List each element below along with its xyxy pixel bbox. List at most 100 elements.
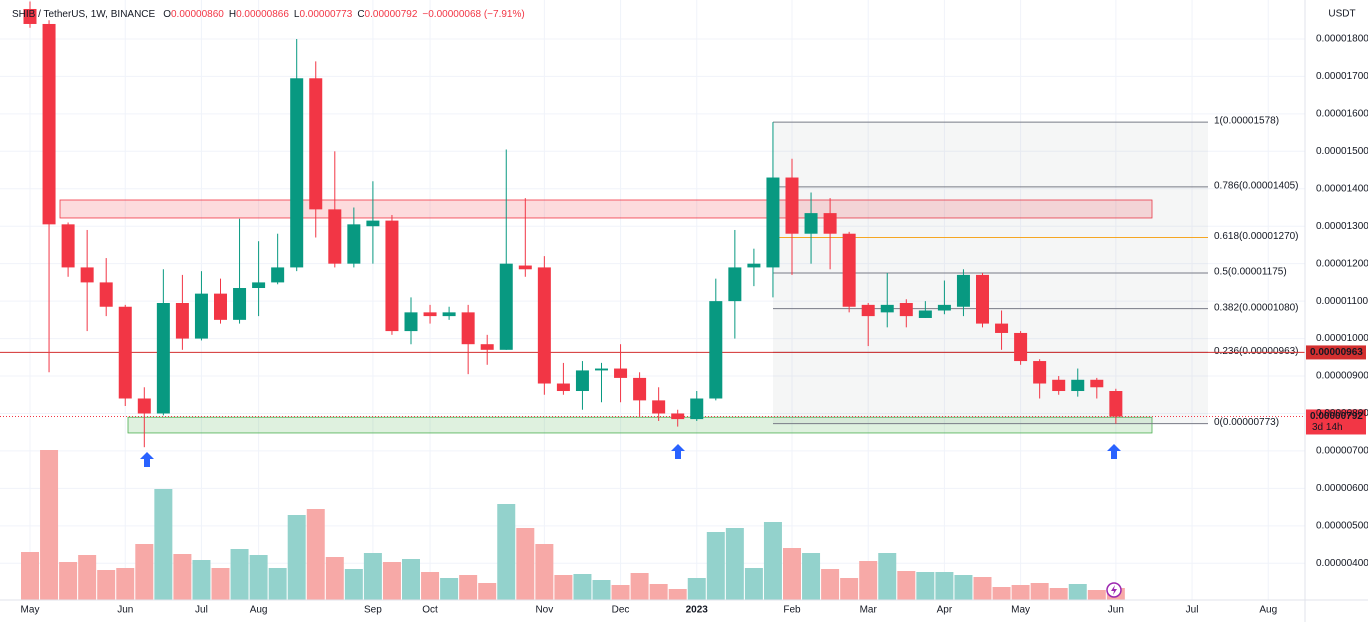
volume-bar bbox=[344, 569, 363, 600]
x-tick-label: Jun bbox=[1108, 605, 1124, 616]
candle-body bbox=[1033, 361, 1047, 384]
candle-body bbox=[118, 306, 132, 399]
x-tick-label: 2023 bbox=[686, 605, 709, 616]
volume-bar bbox=[535, 544, 554, 600]
candle-body bbox=[747, 263, 761, 268]
x-tick-label: Nov bbox=[535, 605, 553, 616]
candle-body bbox=[537, 267, 551, 384]
candle-body bbox=[918, 310, 932, 318]
y-tick-label: 0.00001500 bbox=[1316, 146, 1368, 157]
candle-body bbox=[995, 323, 1009, 333]
volume-bar bbox=[21, 552, 39, 600]
y-tick-label: 0.00001800 bbox=[1316, 34, 1368, 45]
axes: 0.00000400 0.00000500 0.00000600 0.00000700… bbox=[21, 34, 1368, 616]
volume-bar bbox=[649, 584, 668, 600]
price-tag bbox=[1306, 409, 1366, 435]
volume-bar bbox=[516, 528, 535, 600]
y-tick-label: 0.00001600 bbox=[1316, 108, 1368, 119]
volume-bar bbox=[706, 532, 725, 600]
x-tick-label: Aug bbox=[1259, 605, 1277, 616]
candle-body bbox=[1109, 391, 1123, 417]
volume-bar bbox=[268, 568, 287, 600]
candle-body bbox=[709, 301, 723, 399]
volume-bar bbox=[78, 555, 97, 600]
volume-bar bbox=[230, 549, 249, 600]
volume-bar bbox=[440, 578, 459, 600]
x-tick-label: Sep bbox=[364, 605, 382, 616]
x-tick-label: May bbox=[21, 605, 40, 616]
candle-body bbox=[214, 293, 227, 320]
volume-bar bbox=[573, 574, 592, 600]
volume-bar bbox=[611, 585, 630, 600]
volume-bar bbox=[192, 560, 211, 600]
ohlc-key: C bbox=[357, 9, 364, 20]
ohlc-key: H bbox=[229, 9, 236, 20]
candle-body bbox=[252, 282, 266, 289]
fib-label: 0.5(0.00001175) bbox=[1214, 267, 1287, 278]
y-tick-label: 0.00000500 bbox=[1316, 520, 1368, 531]
arrows bbox=[140, 444, 1121, 467]
price-tag-label: 0.00000792 bbox=[1310, 411, 1363, 422]
y-tick-label: 0.00000800 bbox=[1316, 408, 1368, 419]
symbol: SHIB / TetherUS, 1W, BINANCE bbox=[12, 9, 156, 20]
candle-body bbox=[575, 370, 589, 392]
y-tick-label: 0.00001200 bbox=[1316, 258, 1368, 269]
volume-bar bbox=[783, 548, 801, 600]
volume-bar bbox=[306, 509, 325, 600]
volume-bar bbox=[840, 578, 859, 600]
volume-bar bbox=[363, 553, 382, 600]
y-tick-label: 0.00000400 bbox=[1316, 558, 1368, 569]
volume-bar bbox=[1049, 588, 1068, 600]
candle-body bbox=[1071, 379, 1085, 392]
candle-body bbox=[233, 288, 247, 320]
candle-body bbox=[99, 282, 113, 307]
volume-bar bbox=[630, 573, 649, 600]
candle-body bbox=[385, 220, 399, 332]
candle-body bbox=[728, 267, 742, 302]
volume-bar bbox=[40, 450, 59, 600]
volume-bar bbox=[382, 562, 401, 600]
candle-body bbox=[80, 267, 94, 283]
candle-body bbox=[804, 213, 818, 234]
fib-label: 0.382(0.00001080) bbox=[1214, 302, 1299, 313]
y-tick-label: 0.00001000 bbox=[1316, 333, 1368, 344]
y-tick-label: 0.00001100 bbox=[1316, 296, 1368, 307]
candle-body bbox=[1090, 379, 1104, 388]
volume-bar bbox=[325, 557, 344, 600]
candle-body bbox=[937, 304, 951, 311]
volume-bar bbox=[1068, 584, 1087, 600]
ohlc-value: 0.00000866 bbox=[236, 9, 289, 20]
volume-bar bbox=[287, 515, 306, 600]
volume-bar bbox=[1011, 585, 1030, 600]
ohlc-value: 0.00000792 bbox=[365, 9, 418, 20]
x-tick-label: Dec bbox=[612, 605, 630, 616]
volume-bar bbox=[402, 559, 420, 600]
candle-body bbox=[442, 312, 456, 317]
candle-body bbox=[899, 302, 913, 317]
ohlc-value: 0.00000773 bbox=[299, 9, 352, 20]
x-tick-label: Apr bbox=[937, 605, 953, 616]
volume-bar bbox=[954, 575, 973, 600]
candle-body bbox=[1014, 332, 1028, 362]
candles bbox=[23, 1, 1123, 448]
volume-bar bbox=[878, 553, 897, 600]
x-tick-label: Jul bbox=[195, 605, 208, 616]
candle-body bbox=[556, 383, 570, 392]
candle-body bbox=[404, 312, 418, 332]
x-tick-label: Jul bbox=[1186, 605, 1199, 616]
candle-body bbox=[842, 233, 856, 307]
candle-body bbox=[766, 177, 780, 268]
volume-bar bbox=[249, 555, 268, 600]
candle-body bbox=[595, 368, 608, 371]
candle-body bbox=[480, 344, 494, 350]
candle-body bbox=[671, 413, 685, 420]
candle-body bbox=[366, 220, 380, 227]
event-bolt bbox=[1111, 585, 1117, 595]
fib-label: 0.236(0.00000963) bbox=[1214, 346, 1299, 357]
volume-bar bbox=[97, 570, 116, 600]
candle-body bbox=[785, 177, 799, 234]
volume-bar bbox=[459, 575, 478, 600]
volume-bar bbox=[821, 569, 840, 600]
volume-bar bbox=[173, 554, 192, 600]
